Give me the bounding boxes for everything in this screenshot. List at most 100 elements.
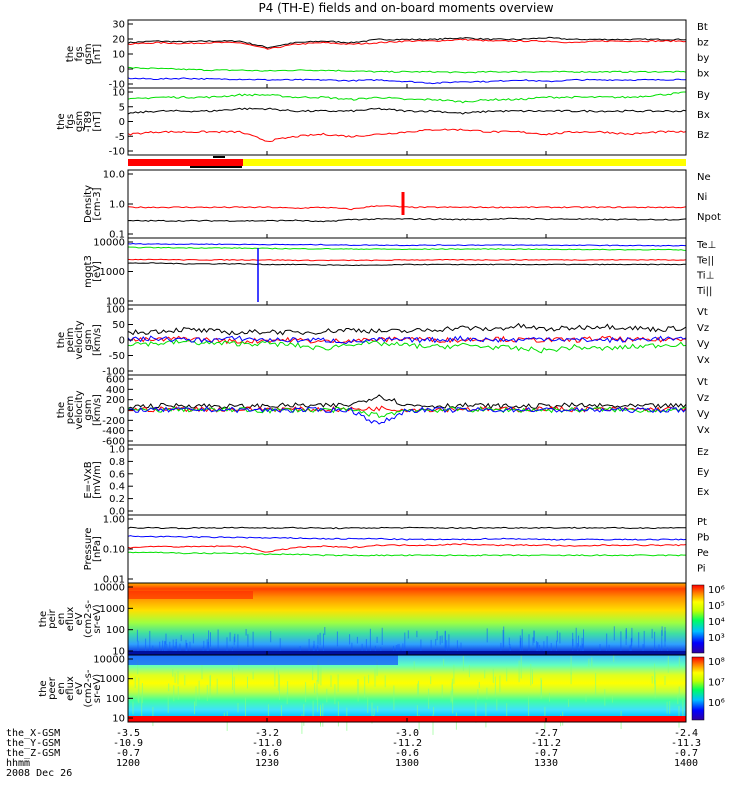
y-axis-label: [eV] — [92, 261, 103, 282]
spectrogram-pixel — [368, 674, 370, 684]
spectrogram-pixel — [613, 655, 615, 662]
legend-Ey: Ey — [697, 467, 709, 478]
spectrogram-pixel — [606, 633, 608, 652]
spectrogram-pixel — [397, 644, 399, 652]
panel-frame — [127, 19, 687, 89]
spectrogram-pixel — [398, 643, 400, 658]
figure-title: P4 (TH-E) fields and on-board moments ov… — [258, 1, 553, 15]
spectrogram-pixel — [678, 656, 680, 668]
spectrogram-pixel — [305, 682, 307, 703]
spectrogram-pixel — [435, 639, 437, 646]
spectrogram-pixel — [506, 667, 508, 682]
spectrogram-pixel — [237, 703, 239, 713]
spectrogram-pixel — [185, 639, 187, 652]
spectrogram-pixel — [234, 633, 236, 643]
spectrogram-pixel — [413, 661, 415, 670]
spectrogram-pixel — [651, 628, 653, 639]
series-line-Vx — [127, 335, 687, 345]
y-tick-label: 100 — [106, 694, 125, 705]
series-line-Vt — [127, 322, 687, 336]
spectrogram-pixel — [180, 634, 182, 642]
y-axis-label: eflux — [65, 676, 76, 701]
spectrogram-pixel — [643, 630, 645, 649]
y-axis-label: -T89 — [83, 111, 94, 133]
spectrogram-pixel — [485, 702, 487, 728]
spectrogram-pixel — [137, 695, 139, 702]
spectrogram-pixel — [484, 669, 486, 679]
spectrogram-pixel — [575, 627, 577, 649]
spectrogram-pixel — [356, 636, 358, 644]
y-tick-label: 0 — [119, 117, 125, 128]
legend-Ni: Ni — [697, 192, 707, 203]
spectrogram-pixel — [664, 676, 666, 685]
spectrogram-pixel — [568, 699, 570, 707]
spectrogram-pixel — [377, 705, 379, 713]
colorbar-tick-label: 10⁸ — [708, 657, 725, 668]
ephemeris-value: -0.6 — [255, 748, 279, 759]
y-axis-label: [nPa] — [92, 536, 103, 562]
spectrogram-pixel — [132, 701, 134, 715]
ephemeris-value: -11.2 — [392, 738, 422, 749]
spectrogram-pixel — [237, 634, 239, 649]
spectrogram-pixel — [279, 638, 281, 659]
spectrogram-pixel — [503, 626, 505, 648]
y-tick-label: 0.10 — [103, 545, 125, 556]
y-tick-label: 10 — [112, 88, 125, 99]
spectrogram-pixel — [314, 683, 316, 694]
y-axis-label: [cm-3] — [92, 187, 103, 220]
panel-density: 10.0 1.0 0.1 Density[cm-3] Ne Ni Npot — [83, 169, 721, 241]
legend-Vt: Vt — [697, 307, 708, 318]
spectrogram-pixel — [519, 635, 521, 648]
spectrogram-pixel — [313, 640, 315, 654]
spectrogram-pixel — [404, 632, 406, 655]
spectrogram-pixel — [210, 632, 211, 647]
spectrogram-pixel — [556, 630, 558, 642]
ephemeris-value: 1330 — [534, 758, 558, 769]
y-axis-label: the — [56, 332, 67, 348]
ephemeris-value: -0.6 — [395, 748, 419, 759]
colorbar-tick-label: 10⁷ — [708, 677, 725, 688]
spectrogram-pixel — [661, 630, 663, 651]
ephemeris-value: -3.5 — [116, 728, 140, 739]
colorbar — [691, 656, 705, 721]
spectrogram-pixel — [312, 700, 314, 717]
series-line-Ne — [127, 205, 687, 211]
spectrogram-pixel — [172, 669, 174, 677]
legend-Bz: Bz — [697, 130, 709, 141]
spectrogram-pixel — [167, 695, 169, 713]
series-line-Te|| — [127, 262, 687, 267]
spectrogram-band — [128, 591, 253, 599]
spectrogram-pixel — [233, 676, 235, 695]
y-tick-label: 0.01 — [103, 575, 125, 586]
spectrogram-pixel — [318, 658, 320, 684]
spectrogram-pixel — [312, 665, 314, 681]
spectrogram-pixel — [373, 708, 375, 716]
spectrogram-pixel — [364, 676, 366, 698]
spectrogram-pixel — [192, 633, 194, 644]
spectrogram-pixel — [678, 686, 680, 698]
spectrogram-pixel — [136, 629, 138, 642]
spectrogram-pixel — [667, 656, 669, 673]
ephemeris-value: -2.4 — [674, 728, 698, 739]
spectrogram-pixel — [384, 675, 386, 688]
legend-Bx: Bx — [697, 110, 710, 121]
y-axis-label: velocity — [74, 320, 85, 359]
spectrogram-pixel — [393, 685, 395, 711]
spectrogram-pixel — [570, 656, 572, 675]
y-tick-label: 10 — [112, 714, 125, 725]
spectrogram-pixel — [583, 629, 584, 652]
panel-peer_spectrogram: 10⁸ 10⁷ 10⁶ 10000 1000 100 10 thepeerenefluxeV(… — [38, 654, 725, 735]
legend-bz: bz — [697, 38, 709, 49]
spectrogram-pixel — [203, 640, 205, 648]
spectrogram-pixel — [539, 644, 541, 653]
y-tick-label: 50 — [112, 320, 125, 331]
spectrogram-pixel — [179, 643, 181, 655]
ephemeris-value: -11.3 — [671, 738, 701, 749]
legend-by: by — [697, 53, 709, 64]
spectrogram-pixel — [308, 638, 310, 658]
y-axis-label: gsm — [74, 111, 85, 132]
spectrogram-pixel — [682, 699, 684, 718]
spectrogram-pixel — [585, 694, 587, 702]
legend-Te||: Te|| — [696, 255, 714, 266]
